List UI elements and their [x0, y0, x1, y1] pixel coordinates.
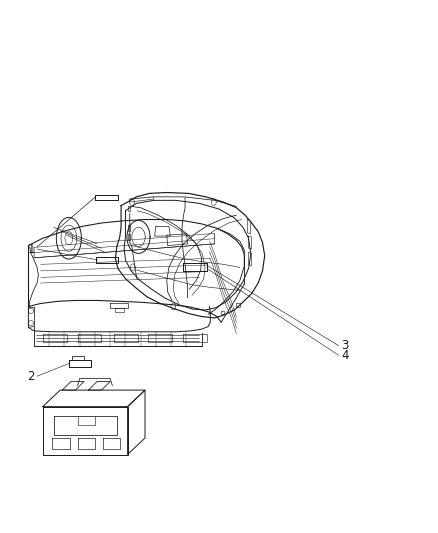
Text: 1: 1 [27, 243, 35, 256]
Text: 2: 2 [27, 370, 35, 383]
Text: 3: 3 [342, 339, 349, 352]
Text: 4: 4 [342, 349, 349, 362]
